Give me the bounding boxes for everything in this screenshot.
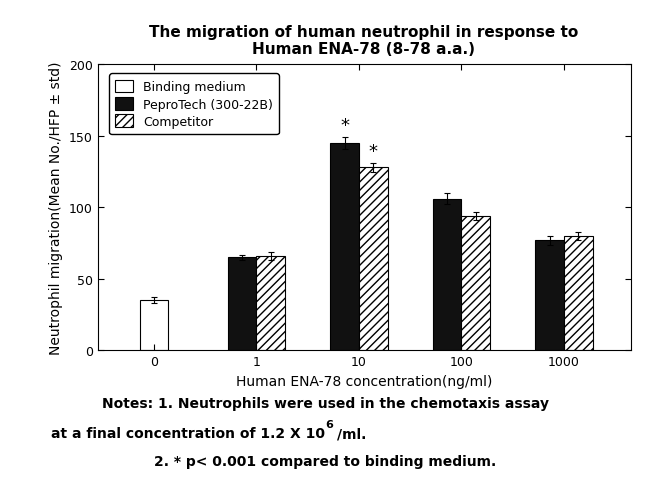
Text: /ml.: /ml.	[337, 426, 366, 440]
Bar	[564, 236, 593, 351]
Y-axis label: Neutrophil migration(Mean No./HFP ± std): Neutrophil migration(Mean No./HFP ± std)	[49, 62, 63, 354]
Legend: Binding medium, PeproTech (300-22B), Competitor: Binding medium, PeproTech (300-22B), Com…	[109, 74, 279, 135]
Text: 6: 6	[326, 419, 333, 429]
Bar	[227, 258, 256, 351]
Text: Notes: 1. Neutrophils were used in the chemotaxis assay: Notes: 1. Neutrophils were used in the c…	[101, 396, 549, 410]
Bar	[359, 168, 387, 351]
Bar	[535, 241, 564, 351]
Bar	[433, 199, 462, 351]
Bar	[256, 257, 285, 351]
Bar	[330, 144, 359, 351]
Title: The migration of human neutrophil in response to
Human ENA-78 (8-78 a.a.): The migration of human neutrophil in res…	[150, 25, 578, 57]
Text: *: *	[340, 117, 349, 135]
Text: at a final concentration of 1.2 X 10  /ml.: at a final concentration of 1.2 X 10 /ml…	[168, 426, 482, 440]
Text: 2. * p< 0.001 compared to binding medium.: 2. * p< 0.001 compared to binding medium…	[154, 454, 496, 468]
Bar	[462, 216, 490, 351]
X-axis label: Human ENA-78 concentration(ng/ml): Human ENA-78 concentration(ng/ml)	[236, 374, 492, 388]
Text: *: *	[369, 143, 378, 161]
Text: at a final concentration of 1.2 X 10: at a final concentration of 1.2 X 10	[51, 426, 325, 440]
Bar	[140, 301, 168, 351]
